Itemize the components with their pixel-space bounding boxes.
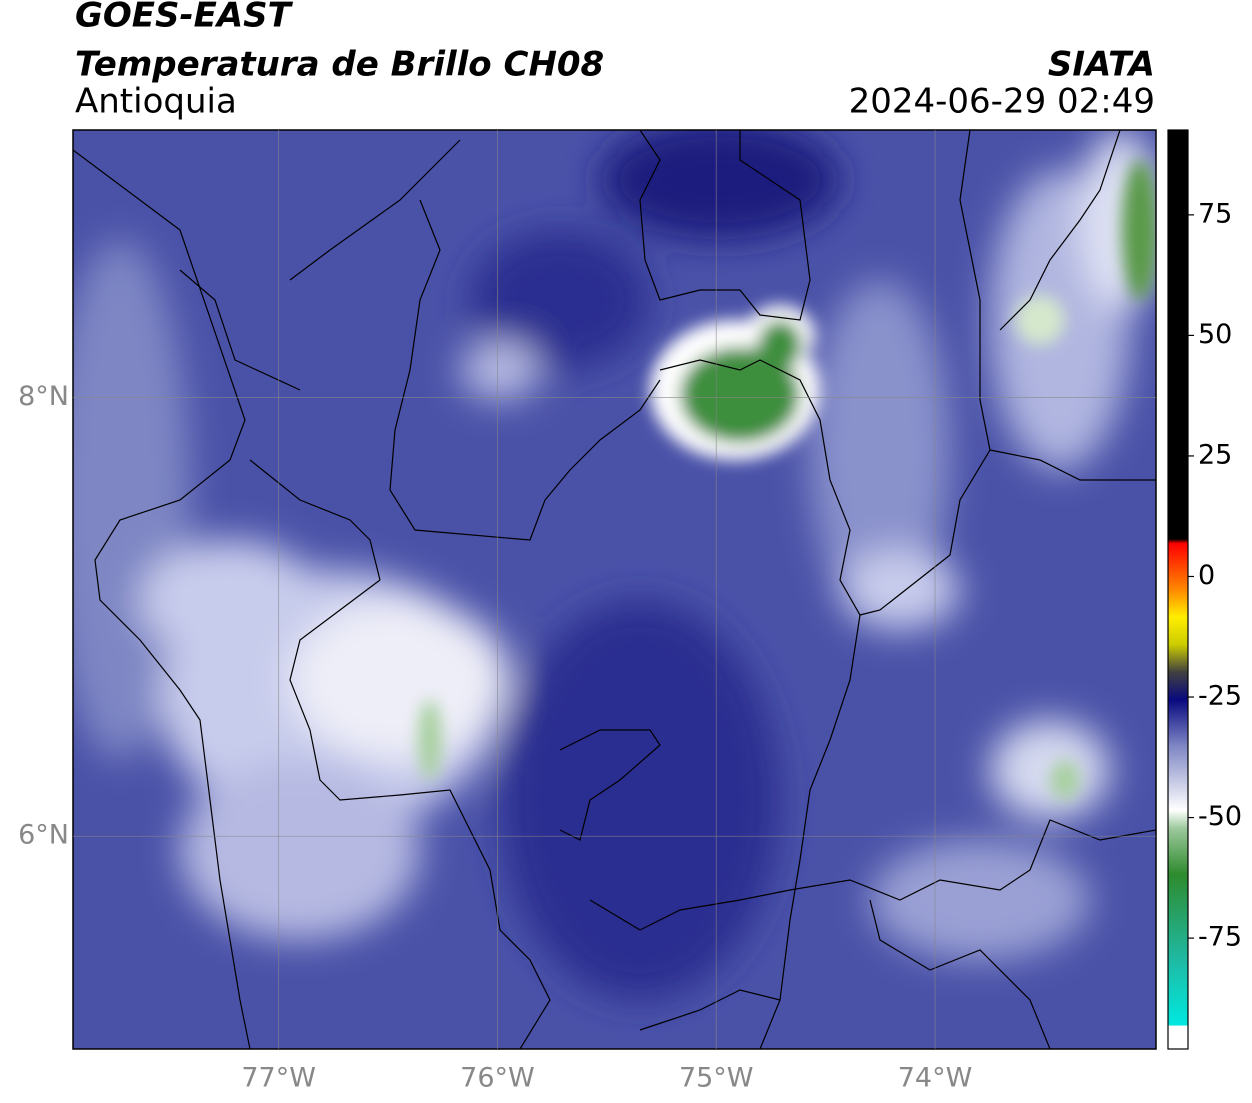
x-tick-label: 76°W [460, 1063, 535, 1094]
colorbar-tick-label: -25 [1198, 681, 1242, 712]
y-tick-label: 8°N [18, 381, 69, 412]
colorbar-tick-label: 75 [1198, 198, 1232, 229]
datetime: 2024-06-29 02:49 [849, 82, 1155, 122]
boundaries [73, 130, 1156, 1049]
x-tick-label: 74°W [898, 1063, 973, 1094]
colorbar-tick-label: -50 [1198, 801, 1242, 832]
x-tick-label: 75°W [679, 1063, 754, 1094]
colorbar-tick-label: 50 [1198, 319, 1232, 350]
map-frame [72, 129, 1157, 1050]
satellite-image [73, 130, 1156, 1049]
colorbar-tick-label: 0 [1198, 560, 1215, 591]
colorbar-tick-label: -75 [1198, 922, 1242, 953]
y-tick-label: 6°N [18, 820, 69, 851]
region: Antioquia [75, 82, 237, 122]
source: SIATA [1048, 45, 1155, 85]
subtitle: Temperatura de Brillo CH08 [75, 45, 604, 85]
colorbar [1167, 129, 1189, 1050]
title: GOES-EAST [75, 0, 294, 36]
colorbar-tick-label: 25 [1198, 439, 1232, 470]
x-tick-label: 77°W [241, 1063, 316, 1094]
